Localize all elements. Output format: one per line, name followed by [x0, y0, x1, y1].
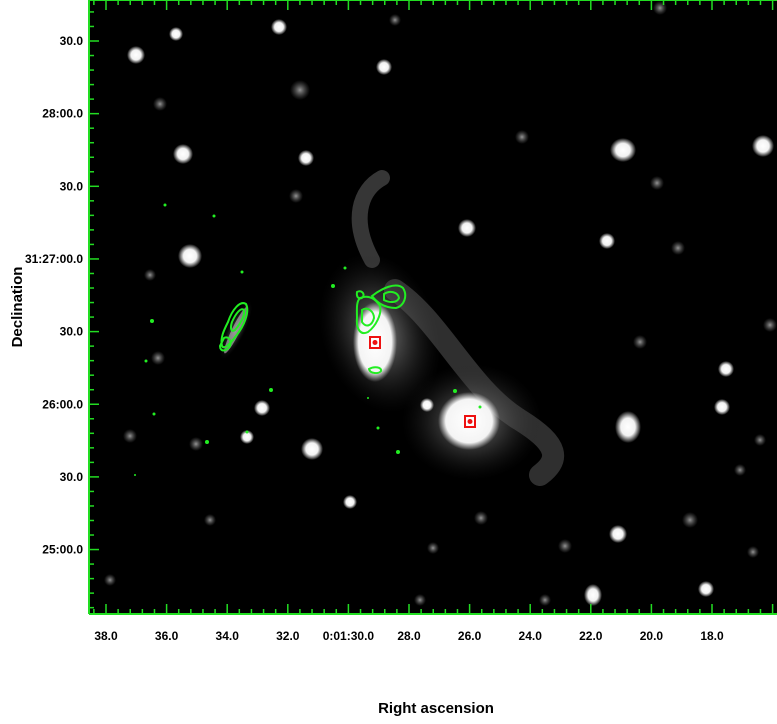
y-tick-label: 31:27:00.0	[25, 252, 83, 266]
x-tick-label: 22.0	[579, 629, 603, 643]
y-tick-label: 26:00.0	[42, 397, 83, 411]
x-tick-label: 28.0	[397, 629, 421, 643]
x-tick-labels: 38.0 36.0 34.0 32.0 0:01:30.0 28.0 26.0 24.0 22.…	[94, 629, 724, 643]
y-tick-label: 28:00.0	[42, 107, 83, 121]
y-tick-label: 30.0	[60, 179, 84, 193]
contours	[218, 284, 407, 375]
sky-image	[89, 0, 777, 614]
y-tick-label: 30.0	[60, 325, 84, 339]
marker-elliptical-galaxy	[464, 415, 476, 428]
sky-background	[89, 0, 777, 614]
bright-stars	[127, 19, 774, 606]
y-tick-label: 25:00.0	[42, 543, 83, 557]
x-tick-label: 0:01:30.0	[323, 629, 375, 643]
x-tick-label: 36.0	[155, 629, 179, 643]
x-tick-label: 38.0	[94, 629, 118, 643]
axes-frame	[88, 0, 777, 615]
x-tick-label: 34.0	[216, 629, 240, 643]
contour-specks	[134, 203, 482, 476]
y-axis-title: Declination	[9, 267, 26, 348]
source-markers	[369, 336, 476, 428]
faint-sources	[104, 1, 777, 606]
x-tick-label: 24.0	[519, 629, 543, 643]
y-tick-labels: 30.0 28:00.0 30.0 31:27:00.0 30.0 26:00.0 30.0…	[25, 34, 83, 557]
marker-central-galaxy	[369, 336, 381, 349]
y-tick-label: 30.0	[60, 34, 84, 48]
x-tick-label: 32.0	[276, 629, 300, 643]
x-axis-title: Right ascension	[378, 700, 494, 717]
x-tick-label: 20.0	[640, 629, 664, 643]
x-tick-label: 18.0	[700, 629, 724, 643]
y-tick-label: 30.0	[60, 470, 84, 484]
x-tick-label: 26.0	[458, 629, 482, 643]
